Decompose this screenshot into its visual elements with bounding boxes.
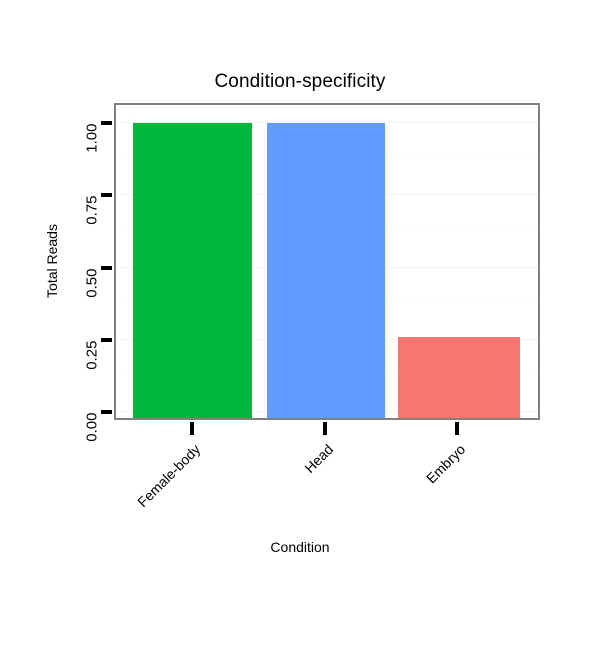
y-tick-mark xyxy=(101,337,112,342)
plot-panel xyxy=(114,103,540,420)
y-tick-mark xyxy=(101,265,112,270)
plot-area xyxy=(116,105,538,418)
gridline-major xyxy=(116,122,538,123)
y-axis-title: Total Reads xyxy=(44,224,60,298)
bar-embryo[interactable] xyxy=(398,336,520,418)
y-tick-label: 0.00 xyxy=(83,412,101,442)
x-tick-mark xyxy=(323,422,327,435)
y-tick-mark xyxy=(101,193,112,198)
x-tick-mark xyxy=(190,422,194,435)
bar-chart-figure: Condition-specificity Total Reads Condit… xyxy=(44,71,540,555)
y-tick-mark xyxy=(101,121,112,125)
x-axis-title: Condition xyxy=(270,539,330,555)
bar-head[interactable] xyxy=(267,123,385,418)
chart-title: Condition-specificity xyxy=(214,71,386,92)
x-tick-mark xyxy=(455,422,459,435)
bar-female-body[interactable] xyxy=(133,123,252,418)
y-tick-mark xyxy=(101,410,112,414)
